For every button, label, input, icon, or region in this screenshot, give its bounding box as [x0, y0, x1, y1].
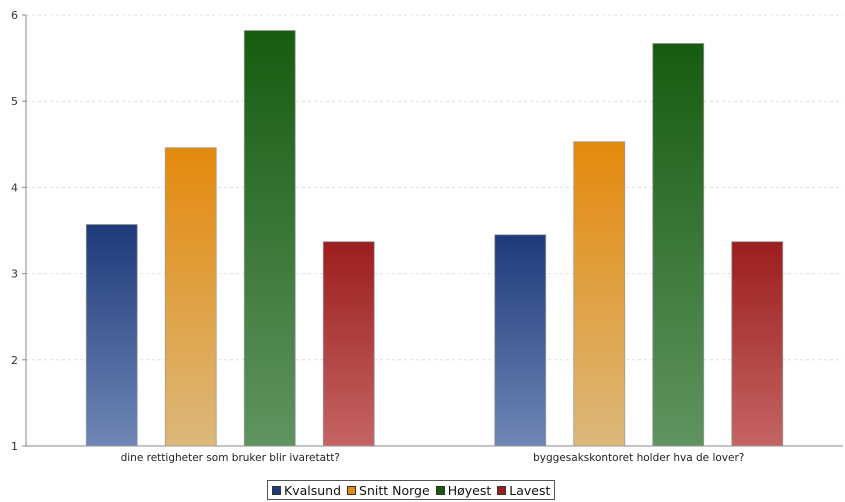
x-category-label: byggesakskontoret holder hva de lover? — [533, 452, 744, 464]
bar-kvalsund — [494, 234, 547, 447]
legend-swatch — [435, 485, 445, 495]
y-tick-label: 2 — [11, 354, 18, 367]
legend-label: Snitt Norge — [359, 482, 430, 498]
legend-item: Lavest — [497, 483, 550, 498]
legend-item: Snitt Norge — [347, 483, 430, 498]
legend-label: Kvalsund — [284, 482, 342, 498]
bar-h-yest — [652, 43, 705, 447]
axes — [22, 14, 843, 447]
grid-lines — [26, 14, 843, 361]
y-tick-label: 1 — [11, 440, 18, 453]
legend-swatch — [497, 485, 507, 495]
bar-chart: 1 2 3 4 5 6 dine rettigheter som bruker blir i… — [11, 9, 843, 464]
bar-h-yest — [243, 30, 296, 447]
y-tick-label: 5 — [11, 95, 18, 108]
bar-lavest — [322, 241, 375, 447]
x-category-label: dine rettigheter som bruker blir ivareta… — [121, 452, 340, 464]
y-tick-label: 6 — [11, 9, 18, 22]
legend-item: Kvalsund — [272, 483, 341, 498]
legend-item: Høyest — [435, 482, 492, 498]
bars — [85, 30, 784, 447]
y-tick-label: 4 — [11, 181, 18, 194]
labels: 1 2 3 4 5 6 dine rettigheter som bruker blir i… — [11, 9, 744, 464]
bar-snitt-norge — [573, 141, 626, 447]
bar-snitt-norge — [164, 147, 217, 447]
bar-lavest — [731, 241, 784, 447]
legend-label: Lavest — [509, 482, 551, 498]
legend-label: Høyest — [447, 482, 492, 498]
legend: Kvalsund Snitt Norge Høyest Lavest — [267, 480, 556, 500]
bar-kvalsund — [85, 224, 138, 447]
legend-swatch — [272, 485, 281, 495]
legend-swatch — [347, 485, 357, 495]
y-tick-label: 3 — [11, 268, 18, 281]
